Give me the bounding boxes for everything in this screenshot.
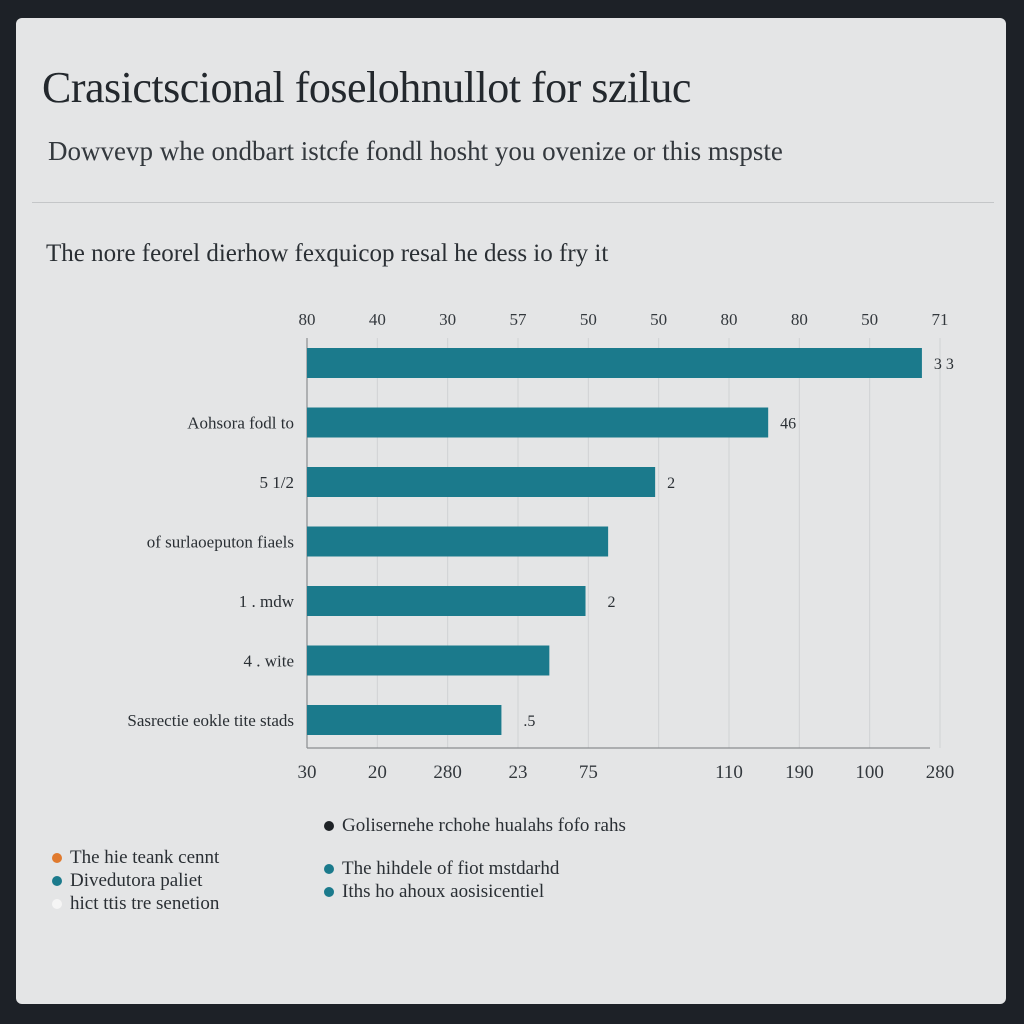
legend-marker — [324, 863, 334, 874]
legend-marker — [52, 852, 62, 863]
top-tick-label: 57 — [510, 310, 528, 329]
bar — [307, 526, 609, 557]
chart-heading: The nore feorel dierhow fexquicop resal … — [46, 240, 609, 267]
data-label: 46 — [780, 416, 796, 433]
bar — [307, 467, 656, 497]
bar — [307, 645, 550, 676]
category-label: 1 . mdw — [239, 592, 295, 611]
legend-marker — [52, 898, 62, 909]
bottom-tick-label: 23 — [509, 762, 528, 783]
bar — [307, 705, 502, 735]
top-tick-label: 50 — [580, 310, 597, 329]
bar — [307, 586, 586, 616]
legend-marker — [324, 886, 334, 897]
bottom-tick-label: 20 — [368, 762, 387, 783]
data-label: .5 — [523, 713, 535, 730]
bottom-tick-label: 75 — [579, 762, 598, 783]
legend-header-label: Golisernehe rchohe hualahs fofo rahs — [342, 814, 626, 836]
top-tick-label: 40 — [369, 310, 386, 329]
legend-label: hict ttis tre senetion — [70, 892, 220, 914]
page-title: Crasictscional foselohnullot for sziluc — [42, 63, 691, 112]
data-label: 3 3 — [934, 356, 954, 373]
page-subtitle: Dowvevp whe ondbart istcfe fondl hosht y… — [48, 136, 783, 166]
bottom-tick-label: 110 — [715, 762, 743, 783]
category-label: of surlaoeputon fiaels — [147, 533, 294, 552]
legend-label: Iths ho ahoux aosisicentiel — [342, 880, 545, 902]
divider — [32, 202, 994, 203]
bottom-tick-label: 280 — [926, 762, 955, 783]
top-tick-label: 71 — [932, 310, 949, 329]
legend-label: Divedutora paliet — [70, 869, 203, 891]
category-label: Aohsora fodl to — [187, 414, 294, 433]
category-label: 5 1/2 — [260, 473, 294, 492]
top-tick-label: 80 — [299, 310, 316, 329]
top-tick-label: 50 — [861, 310, 878, 329]
top-tick-label: 50 — [650, 310, 667, 329]
legend-left: The hie teank cennt Divedutora paliet hi… — [52, 846, 219, 915]
legend-label: The hie teank cennt — [70, 846, 220, 868]
bottom-tick-label: 100 — [855, 762, 884, 783]
bar — [307, 407, 769, 438]
bottom-tick-label: 30 — [298, 762, 317, 783]
data-label: 2 — [608, 594, 616, 611]
legend-center: Golisernehe rchohe hualahs fofo rahs The… — [324, 814, 626, 903]
top-tick-label: 80 — [721, 310, 738, 329]
legend-header-marker — [324, 820, 334, 831]
top-tick-label: 80 — [791, 310, 808, 329]
data-label: 2 — [667, 475, 675, 492]
chart-card — [16, 18, 1006, 1004]
category-label: Sasrectie eokle tite stads — [127, 711, 294, 730]
legend-label: The hihdele of fiot mstdarhd — [342, 857, 560, 879]
category-label: 4 . wite — [243, 652, 294, 671]
top-tick-label: 30 — [439, 310, 456, 329]
bar — [307, 348, 922, 378]
bottom-tick-label: 190 — [785, 762, 814, 783]
bottom-tick-label: 280 — [433, 762, 462, 783]
legend-marker — [52, 875, 62, 886]
